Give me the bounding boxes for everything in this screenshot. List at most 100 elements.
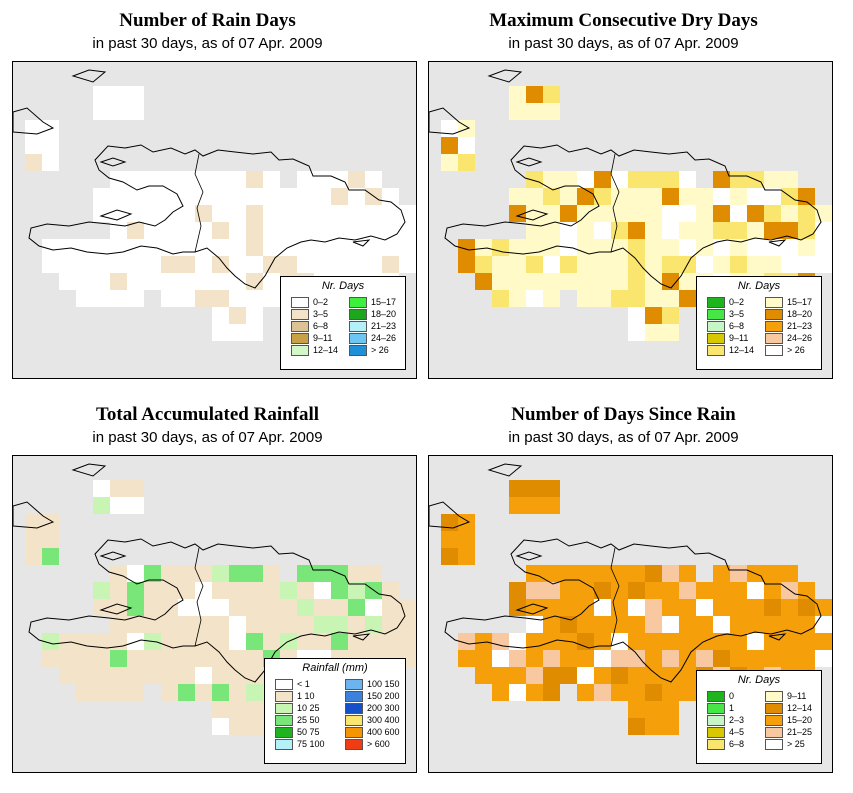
grid-cell	[229, 205, 246, 222]
grid-cell	[611, 667, 628, 684]
legend-swatch	[349, 309, 367, 320]
grid-cell	[246, 616, 263, 633]
grid-cell	[526, 103, 543, 120]
grid-cell	[458, 531, 475, 548]
grid-cell	[747, 633, 764, 650]
grid-cell	[229, 565, 246, 582]
grid-cell	[662, 307, 679, 324]
grid-cell	[628, 667, 645, 684]
grid-cell	[382, 205, 399, 222]
legend-label: 3–5	[313, 309, 329, 319]
island-outline	[515, 551, 543, 561]
grid-cell	[441, 514, 458, 531]
grid-cell	[110, 188, 127, 205]
legend-label: 12–14	[729, 345, 755, 355]
legend-swatch	[765, 333, 783, 344]
legend-swatch	[707, 333, 725, 344]
grid-cell	[144, 222, 161, 239]
grid-cell	[526, 480, 543, 497]
grid-cell	[178, 188, 195, 205]
grid-cell	[798, 599, 815, 616]
grid-cell	[178, 171, 195, 188]
grid-cell	[509, 103, 526, 120]
grid-cell	[526, 667, 543, 684]
grid-cell	[798, 222, 815, 239]
grid-cell	[76, 239, 93, 256]
grid-cell	[526, 497, 543, 514]
grid-cell	[679, 239, 696, 256]
grid-cell	[628, 171, 645, 188]
legend-swatch	[707, 297, 725, 308]
grid-cell	[628, 324, 645, 341]
grid-cell	[178, 684, 195, 701]
legend-label: 24–26	[371, 333, 397, 343]
panel-subtitle: in past 30 days, as of 07 Apr. 2009	[508, 35, 739, 52]
grid-cell	[560, 222, 577, 239]
grid-cell	[611, 582, 628, 599]
grid-cell	[713, 582, 730, 599]
grid-cell	[781, 256, 798, 273]
grid-cell	[348, 633, 365, 650]
grid-cell	[348, 582, 365, 599]
grid-cell	[59, 650, 76, 667]
grid-cell	[229, 701, 246, 718]
grid-cell	[764, 239, 781, 256]
legend-swatch	[765, 703, 783, 714]
grid-cell	[297, 256, 314, 273]
grid-cell	[441, 548, 458, 565]
grid-cell	[747, 582, 764, 599]
grid-cell	[178, 616, 195, 633]
grid-cell	[815, 633, 832, 650]
grid-cell	[815, 239, 832, 256]
grid-cell	[781, 205, 798, 222]
grid-cell	[178, 222, 195, 239]
grid-cell	[110, 103, 127, 120]
grid-cell	[543, 86, 560, 103]
grid-cell	[543, 222, 560, 239]
grid-cell	[263, 633, 280, 650]
grid-cell	[475, 273, 492, 290]
grid-cell	[161, 273, 178, 290]
grid-cell	[144, 256, 161, 273]
grid-cell	[543, 684, 560, 701]
grid-cell	[730, 616, 747, 633]
grid-cell	[178, 599, 195, 616]
grid-cell	[628, 307, 645, 324]
island-outline	[13, 107, 55, 135]
grid-cell	[110, 86, 127, 103]
grid-cell	[662, 188, 679, 205]
island-outline	[99, 551, 127, 561]
legend: Rainfall (mm) < 1 1 10 10 25 25 50 50 75 75 1…	[264, 658, 406, 764]
grid-cell	[76, 650, 93, 667]
grid-cell	[509, 205, 526, 222]
grid-cell	[195, 256, 212, 273]
grid-cell	[161, 582, 178, 599]
legend-label: 21–23	[787, 321, 813, 331]
legend-swatch	[765, 727, 783, 738]
grid-cell	[492, 650, 509, 667]
grid-cell	[229, 667, 246, 684]
grid-cell	[611, 650, 628, 667]
grid-cell	[348, 222, 365, 239]
grid-cell	[577, 633, 594, 650]
legend-label: 18–20	[787, 309, 813, 319]
grid-cell	[798, 616, 815, 633]
grid-cell	[475, 667, 492, 684]
legend-label: 300 400	[367, 715, 400, 725]
legend-swatch	[291, 321, 309, 332]
panel-subtitle: in past 30 days, as of 07 Apr. 2009	[92, 35, 323, 52]
grid-cell	[781, 633, 798, 650]
grid-cell	[781, 599, 798, 616]
grid-cell	[144, 582, 161, 599]
grid-cell	[297, 171, 314, 188]
grid-cell	[679, 188, 696, 205]
grid-cell	[195, 684, 212, 701]
grid-cell	[628, 582, 645, 599]
grid-cell	[509, 239, 526, 256]
grid-cell	[144, 188, 161, 205]
grid-cell	[280, 599, 297, 616]
grid-cell	[713, 239, 730, 256]
grid-cell	[628, 684, 645, 701]
grid-cell	[645, 222, 662, 239]
grid-cell	[662, 205, 679, 222]
